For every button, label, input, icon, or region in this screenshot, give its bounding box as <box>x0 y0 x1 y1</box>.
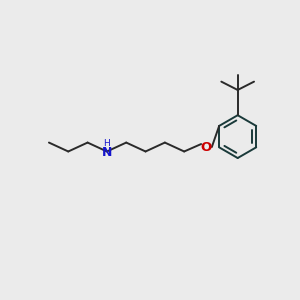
Text: O: O <box>201 140 212 154</box>
Text: N: N <box>102 146 112 160</box>
Text: H: H <box>103 139 110 148</box>
